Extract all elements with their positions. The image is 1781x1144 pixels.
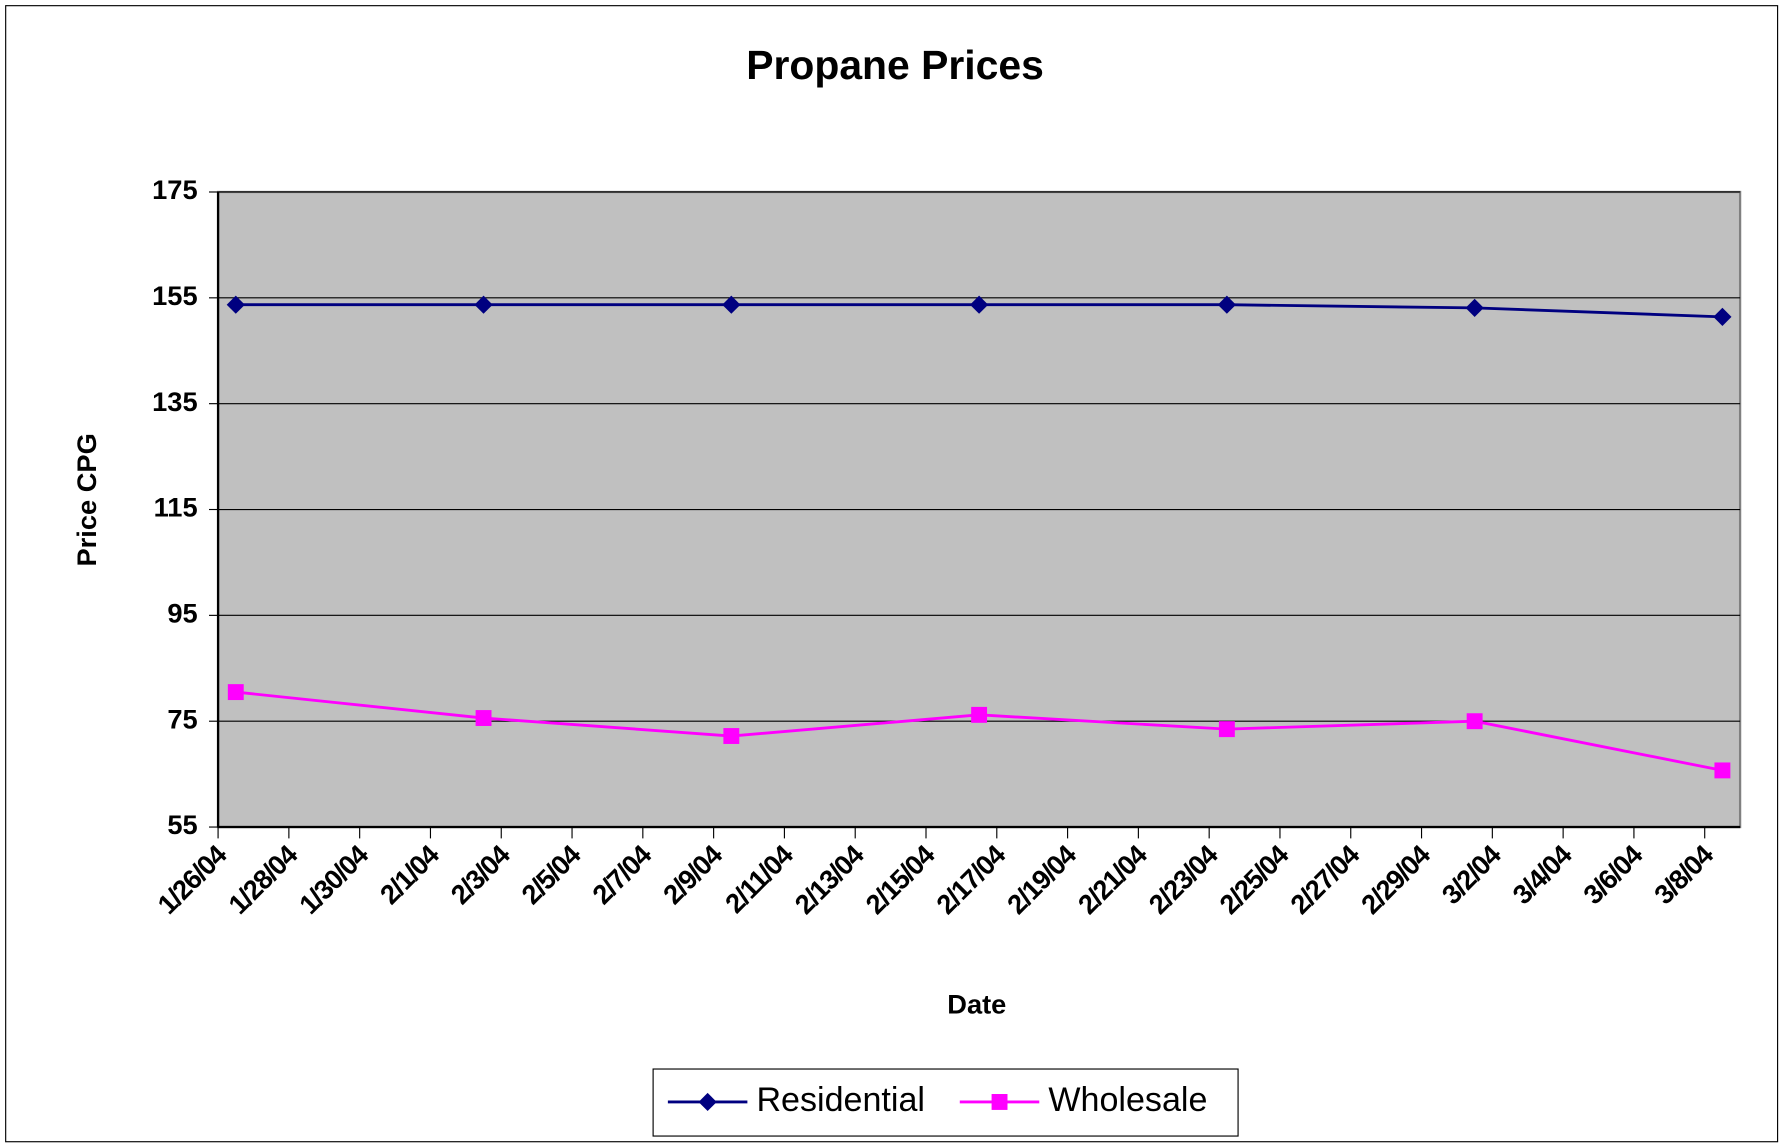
y-tick-label: 55	[167, 809, 197, 840]
y-tick-label: 115	[154, 492, 198, 523]
legend-label: Wholesale	[1048, 1081, 1207, 1119]
marker	[226, 295, 245, 314]
marker	[971, 706, 988, 723]
y-axis-label: Price CPG	[71, 433, 102, 566]
marker	[723, 728, 740, 744]
legend-marker	[991, 1094, 1008, 1110]
y-tick-label: 75	[167, 703, 197, 734]
marker	[1714, 762, 1731, 779]
marker	[474, 295, 493, 314]
legend-label: Residential	[756, 1081, 925, 1119]
x-axis-label: Date	[947, 989, 1006, 1020]
y-tick-label: 95	[167, 598, 197, 629]
chart-title: Propane Prices	[746, 42, 1044, 88]
marker	[227, 684, 244, 701]
y-tick-label: 135	[152, 386, 197, 417]
marker	[1218, 721, 1235, 738]
marker	[475, 710, 492, 726]
y-tick-label: 155	[152, 280, 197, 311]
legend-marker	[698, 1092, 717, 1112]
y-tick-label: 175	[152, 174, 197, 205]
legend-box	[652, 1068, 1239, 1137]
marker	[1713, 307, 1732, 326]
marker	[1466, 713, 1483, 730]
